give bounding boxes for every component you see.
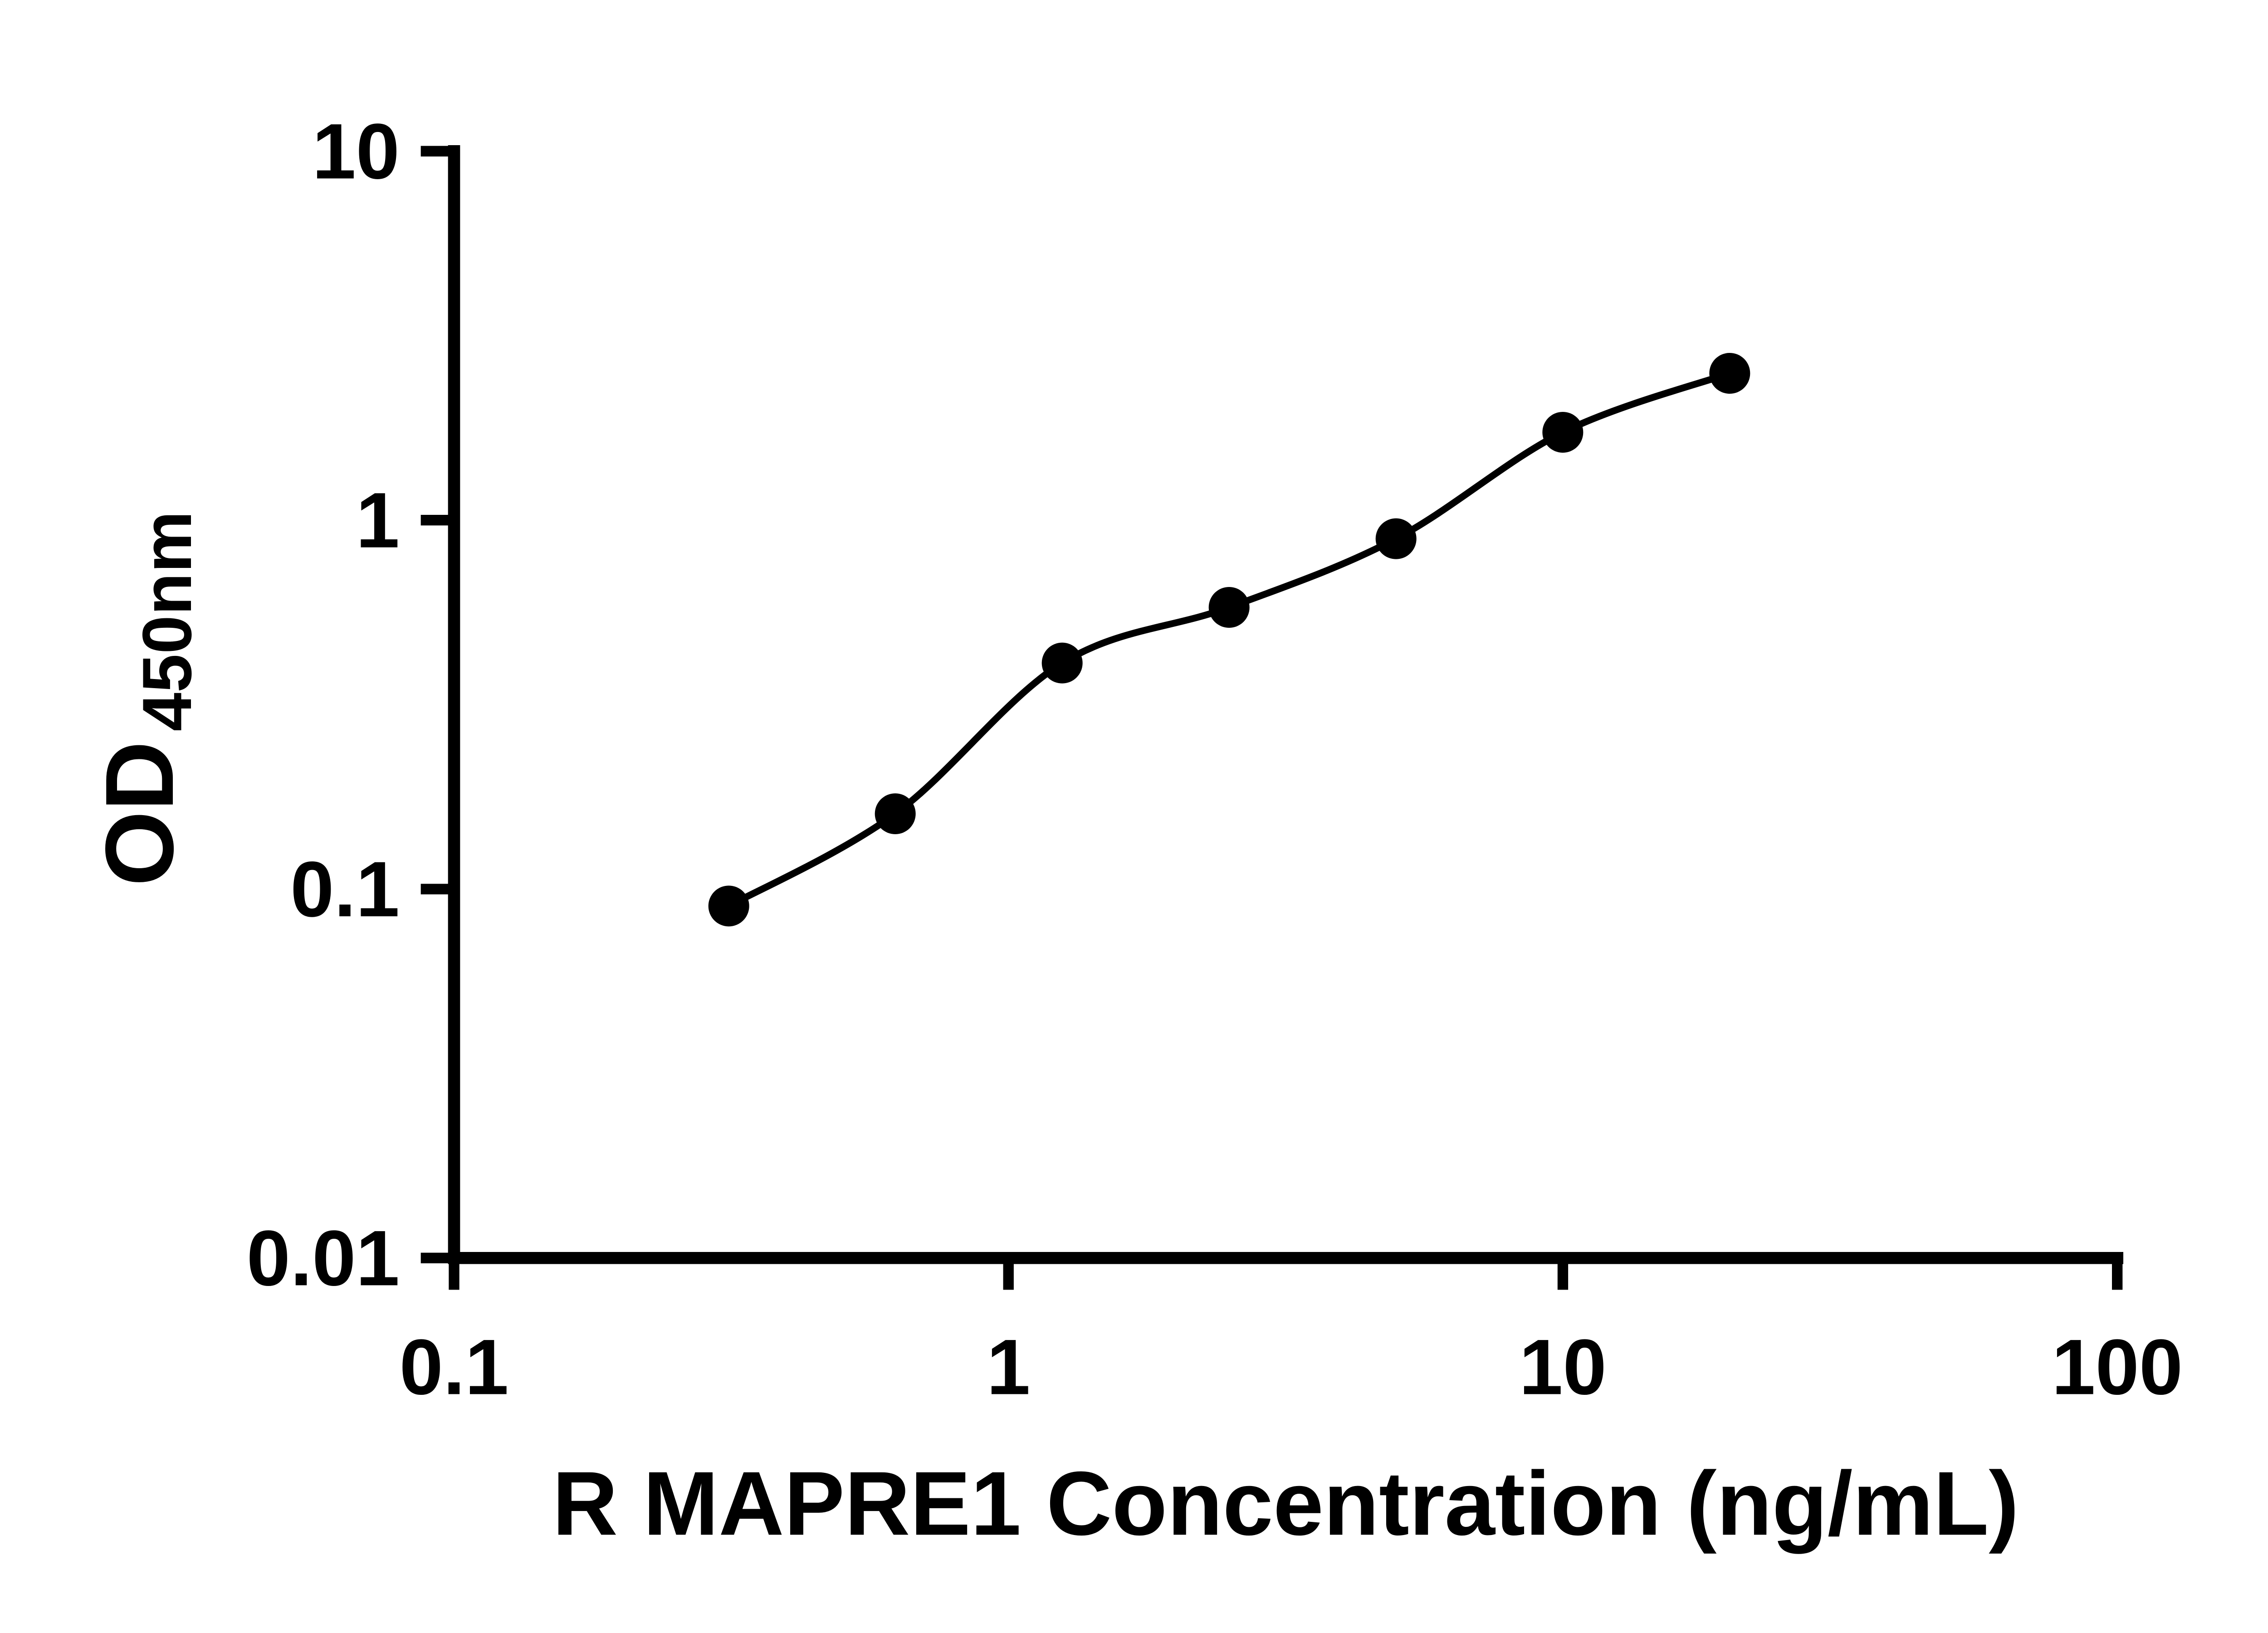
data-point xyxy=(1375,518,1417,559)
x-axis-ticks xyxy=(449,1258,2123,1290)
y-tick-label: 0.1 xyxy=(290,845,400,933)
data-point xyxy=(1542,412,1584,453)
fit-curve xyxy=(725,370,1733,909)
axis-spine xyxy=(448,145,2123,1264)
x-tick-label: 10 xyxy=(1519,1323,1607,1411)
x-axis-tick-labels: 0.1 1 10 100 xyxy=(400,1323,2183,1411)
y-axis-label-main: OD xyxy=(86,741,194,886)
data-points xyxy=(708,353,1750,927)
data-point xyxy=(1208,587,1250,628)
data-point xyxy=(708,885,749,927)
y-axis-ticks xyxy=(420,146,454,1263)
y-axis-label-subscript: 450nm xyxy=(128,511,206,731)
data-point xyxy=(875,793,916,834)
y-axis-label: OD 450nm xyxy=(86,511,206,886)
y-axis-tick-labels: 0.01 0.1 1 10 xyxy=(247,107,400,1302)
axes xyxy=(448,145,2123,1264)
x-tick-label: 0.1 xyxy=(400,1323,509,1411)
x-tick-label: 1 xyxy=(987,1323,1030,1411)
y-tick-label: 1 xyxy=(356,476,400,564)
x-axis-label: R MAPRE1 Concentration (ng/mL) xyxy=(552,1453,2019,1554)
x-tick-label: 100 xyxy=(2052,1323,2183,1411)
data-point xyxy=(1709,353,1750,394)
y-tick-label: 0.01 xyxy=(247,1214,400,1302)
data-point xyxy=(1041,642,1083,684)
y-tick-label: 10 xyxy=(312,107,400,195)
